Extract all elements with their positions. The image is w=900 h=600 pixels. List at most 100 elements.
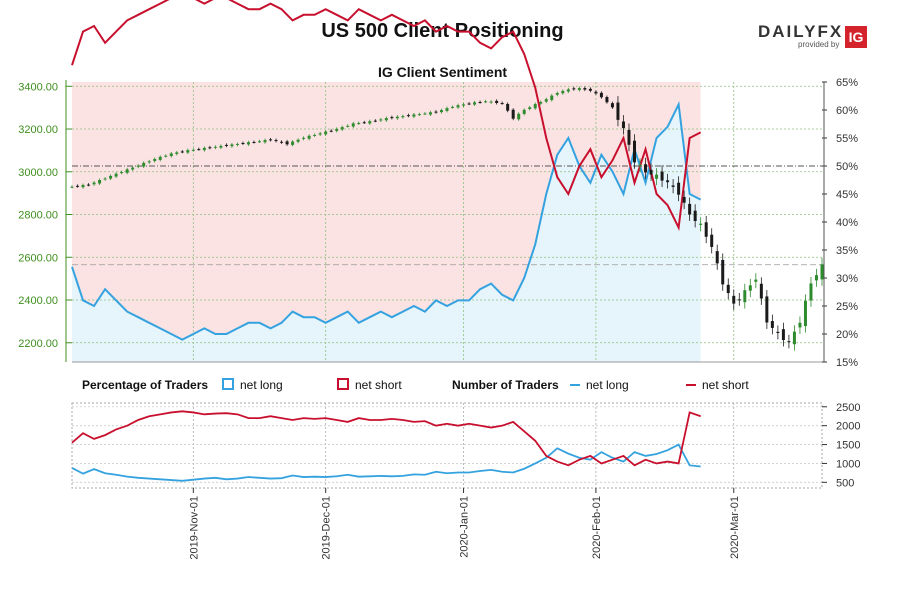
price-candle <box>390 117 394 119</box>
price-candle <box>550 95 554 101</box>
pct-tick-label: 25% <box>836 301 858 313</box>
price-candle <box>803 300 807 327</box>
price-candle <box>462 104 466 106</box>
price-candle <box>748 285 752 291</box>
price-candle <box>721 259 725 285</box>
price-candle <box>197 149 201 151</box>
price-candle <box>395 116 399 119</box>
price-candle <box>263 140 267 143</box>
price-candle <box>318 133 322 135</box>
price-candle <box>252 141 256 143</box>
price-candle <box>555 93 559 95</box>
price-tick-label: 2400.00 <box>18 295 58 307</box>
price-candle <box>649 169 653 175</box>
price-candle <box>478 102 482 104</box>
price-candle <box>219 145 223 148</box>
price-candle <box>351 123 355 127</box>
net-short-pct-line <box>71 0 702 232</box>
price-candle <box>704 222 708 237</box>
price-candle <box>153 158 157 162</box>
x-tick-label: 2020-Feb-01 <box>591 496 603 559</box>
price-candle <box>445 108 449 111</box>
price-candle <box>439 110 443 113</box>
price-candle <box>539 102 543 104</box>
price-candle <box>484 101 488 103</box>
traders-tick-label: 1500 <box>836 440 860 452</box>
price-candle <box>528 107 532 109</box>
price-candle <box>500 103 504 105</box>
price-candle <box>544 99 548 102</box>
price-candle <box>511 109 515 119</box>
price-candle <box>688 203 692 215</box>
price-candle <box>357 123 361 125</box>
price-candle <box>489 101 493 103</box>
price-candle <box>599 92 603 98</box>
net-short-traders-line <box>71 410 701 467</box>
pct-tick-label: 40% <box>836 217 858 229</box>
price-candle <box>605 97 609 103</box>
traders-frame <box>71 402 823 489</box>
price-tick-label: 2800.00 <box>18 210 58 222</box>
price-candle <box>406 115 410 117</box>
price-candle <box>781 329 785 341</box>
price-candle <box>401 116 405 118</box>
price-candle <box>423 113 427 115</box>
price-candle <box>638 164 642 166</box>
price-candle <box>561 90 565 94</box>
price-tick-label: 2600.00 <box>18 252 58 264</box>
price-candle <box>230 144 234 147</box>
price-candle <box>770 321 774 328</box>
x-tick-label: 2020-Mar-01 <box>729 496 741 559</box>
price-candle <box>186 150 190 153</box>
price-candle <box>373 120 377 122</box>
price-candle <box>191 149 195 151</box>
price-candle <box>820 264 824 280</box>
price-candle <box>147 161 151 163</box>
pct-tick-label: 65% <box>836 77 858 89</box>
price-candle <box>792 331 796 345</box>
price-candle <box>473 102 477 105</box>
price-candle <box>616 102 620 120</box>
logo-provided-by: provided by <box>798 40 840 49</box>
price-candle <box>583 88 587 90</box>
price-candle <box>759 283 763 299</box>
price-candle <box>164 155 168 157</box>
price-candle <box>120 172 124 174</box>
price-candle <box>103 178 107 180</box>
legend-num-net-long: net long <box>570 378 629 396</box>
price-candle <box>202 147 206 151</box>
price-candle <box>533 104 537 109</box>
price-candle <box>754 279 758 282</box>
price-candle <box>517 113 521 120</box>
price-tick-label: 3400.00 <box>18 81 58 93</box>
price-tick-label: 3200.00 <box>18 124 58 136</box>
price-candle <box>246 142 250 145</box>
price-candle <box>682 196 686 203</box>
legend-pct-net-short: net short <box>337 378 402 396</box>
price-candle <box>269 139 273 141</box>
legend-pct-title: Percentage of Traders <box>82 378 209 392</box>
price-candle <box>776 331 780 333</box>
price-candle <box>434 111 438 113</box>
price-candle <box>285 141 289 145</box>
price-candle <box>136 165 140 167</box>
price-candle <box>577 88 581 91</box>
price-candle <box>125 169 129 173</box>
legend-num-title: Number of Traders <box>452 378 559 392</box>
ig-logo: IG <box>845 26 867 48</box>
price-candle <box>495 100 499 103</box>
price-candle <box>814 275 818 281</box>
price-candle <box>666 180 670 183</box>
pct-tick-label: 35% <box>836 245 858 257</box>
price-candle <box>456 105 460 108</box>
price-candle <box>699 223 703 225</box>
price-candle <box>180 151 184 153</box>
legend-pct-net-long: net long <box>222 378 283 396</box>
pct-tick-label: 60% <box>836 105 858 117</box>
price-candle <box>506 103 510 111</box>
price-candle <box>114 173 118 177</box>
price-candle <box>346 125 350 127</box>
pct-tick-label: 55% <box>836 133 858 145</box>
net-long-traders-line <box>71 443 701 482</box>
price-candle <box>588 88 592 91</box>
